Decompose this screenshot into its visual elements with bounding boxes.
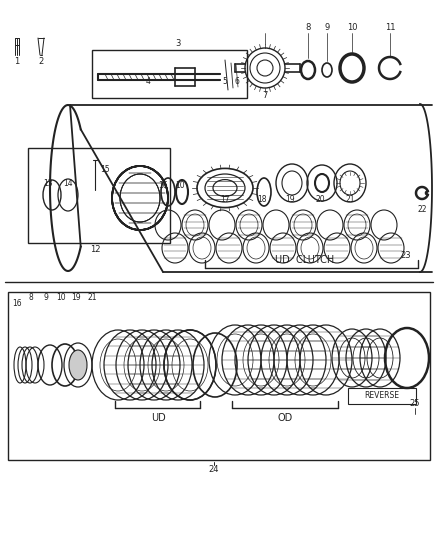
Text: 5: 5 bbox=[223, 77, 227, 86]
Text: 7: 7 bbox=[262, 92, 268, 101]
Text: OD: OD bbox=[277, 413, 293, 423]
Text: 18: 18 bbox=[257, 196, 267, 205]
Text: 3: 3 bbox=[175, 39, 181, 49]
Text: 6: 6 bbox=[235, 77, 240, 86]
Text: 24: 24 bbox=[209, 465, 219, 474]
Text: 8: 8 bbox=[305, 23, 311, 33]
Text: 15: 15 bbox=[100, 166, 110, 174]
Text: 17: 17 bbox=[220, 196, 230, 205]
Text: 21: 21 bbox=[87, 294, 97, 303]
Bar bbox=[92, 50, 247, 98]
Text: 20: 20 bbox=[315, 196, 325, 205]
Text: 2: 2 bbox=[39, 58, 44, 67]
Text: UD  CLUTCH: UD CLUTCH bbox=[276, 255, 335, 265]
Bar bbox=[28, 148, 170, 243]
Text: 12: 12 bbox=[90, 246, 100, 254]
Text: 8: 8 bbox=[28, 294, 33, 303]
Text: 9: 9 bbox=[325, 23, 330, 33]
Text: 16: 16 bbox=[158, 181, 168, 190]
Bar bbox=[8, 292, 430, 460]
Text: REVERSE: REVERSE bbox=[364, 392, 399, 400]
Text: 11: 11 bbox=[385, 23, 395, 33]
Text: 14: 14 bbox=[63, 179, 73, 188]
Ellipse shape bbox=[69, 350, 87, 380]
Text: UD: UD bbox=[151, 413, 166, 423]
Text: 9: 9 bbox=[43, 294, 49, 303]
Text: 10: 10 bbox=[56, 294, 66, 303]
Bar bbox=[348, 388, 416, 404]
Text: 22: 22 bbox=[417, 206, 427, 214]
Text: 4: 4 bbox=[145, 77, 150, 86]
Text: 10: 10 bbox=[175, 181, 185, 190]
Text: 10: 10 bbox=[347, 23, 357, 33]
Text: 19: 19 bbox=[285, 196, 295, 205]
Text: 16: 16 bbox=[12, 300, 22, 309]
Text: 23: 23 bbox=[401, 251, 411, 260]
Text: 19: 19 bbox=[71, 294, 81, 303]
Text: 13: 13 bbox=[43, 179, 53, 188]
Text: 21: 21 bbox=[345, 196, 355, 205]
Text: 1: 1 bbox=[14, 58, 20, 67]
Text: 25: 25 bbox=[410, 400, 420, 408]
